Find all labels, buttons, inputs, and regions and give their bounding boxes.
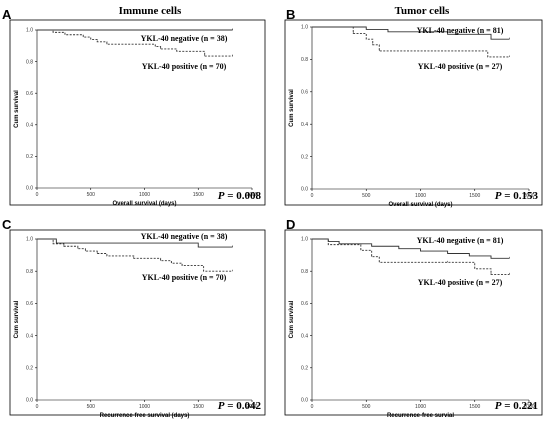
x-tick-label: 1500 <box>193 192 204 198</box>
y-tick-label: 1.0 <box>26 28 33 34</box>
legend-positive: YKL-40 positive (n = 27) <box>418 62 503 71</box>
y-tick-label: 0.6 <box>301 301 308 307</box>
y-tick-label: 0.0 <box>26 186 33 192</box>
y-tick-label: 0.6 <box>26 301 33 307</box>
y-tick-label: 0.4 <box>26 333 33 339</box>
x-tick-label: 1000 <box>415 193 426 199</box>
x-tick-label: 1000 <box>415 404 426 410</box>
legend-negative: YKL-40 negative (n = 38) <box>141 232 228 241</box>
y-tick-label: 0.0 <box>301 187 308 193</box>
x-axis-label: Recurrence-free survial <box>387 413 454 419</box>
legend-negative: YKL-40 negative (n = 38) <box>141 34 228 43</box>
series-negative-line <box>312 238 510 259</box>
series-positive-line <box>37 238 233 272</box>
y-axis-label: Cum survival <box>289 300 295 338</box>
x-tick-label: 0 <box>36 404 39 410</box>
x-tick-label: 0 <box>311 404 314 410</box>
x-axis-label: Overall survival (days) <box>112 201 176 207</box>
y-tick-label: 0.2 <box>26 154 33 160</box>
y-axis-label: Cum survival <box>14 90 20 128</box>
x-tick-label: 0 <box>311 193 314 199</box>
y-tick-label: 0.4 <box>301 122 308 128</box>
y-tick-label: 1.0 <box>301 25 308 31</box>
x-axis-label: Overall survival (days) <box>388 202 452 208</box>
panel-a: A 0 500 1000 1500 2000 0.0 0.2 0.4 0.6 0.8 1.0 Overa… <box>2 7 266 207</box>
p-value: P = 0.221 <box>495 400 538 412</box>
panel-letter: A <box>2 7 12 22</box>
y-tick-label: 0.0 <box>301 398 308 404</box>
y-tick-label: 1.0 <box>301 237 308 243</box>
legend-positive: YKL-40 positive (n = 70) <box>142 62 227 71</box>
panel-letter: C <box>2 217 12 232</box>
x-tick-label: 1000 <box>139 404 150 410</box>
x-tick-label: 500 <box>362 404 371 410</box>
legend-negative: YKL-40 negative (n = 81) <box>417 26 504 35</box>
panel-letter: B <box>286 7 295 22</box>
x-tick-label: 500 <box>87 404 96 410</box>
x-tick-label: 2000 <box>523 404 534 410</box>
title-tumor-cells: Tumor cells <box>395 5 450 17</box>
series-negative-line <box>37 238 233 248</box>
x-tick-label: 2000 <box>523 193 534 199</box>
x-axis-label: Recurrence-free survival (days) <box>100 413 190 419</box>
panel-frame <box>9 19 266 206</box>
panel-letter: D <box>286 217 295 232</box>
y-tick-label: 0.8 <box>26 59 33 65</box>
y-tick-label: 0.2 <box>301 154 308 160</box>
y-axis-label: Cum survival <box>14 300 20 338</box>
legend-positive: YKL-40 positive (n = 27) <box>418 278 503 287</box>
y-tick-label: 0.4 <box>301 333 308 339</box>
y-tick-label: 1.0 <box>26 237 33 243</box>
x-tick-label: 2000 <box>246 404 257 410</box>
panel-b: B 0 500 1000 1500 2000 0.0 0.2 0.4 0.6 0.8 1.0 Overa… <box>284 7 543 208</box>
y-tick-label: 0.8 <box>26 269 33 275</box>
y-tick-label: 0.0 <box>26 398 33 404</box>
series-positive-line <box>312 26 510 58</box>
x-tick-label: 1500 <box>469 404 480 410</box>
x-tick-label: 1000 <box>139 192 150 198</box>
y-tick-label: 0.2 <box>26 366 33 372</box>
y-tick-label: 0.6 <box>301 90 308 96</box>
p-value: P = 0.008 <box>218 190 262 202</box>
legend-negative: YKL-40 negative (n = 81) <box>417 236 504 245</box>
title-immune-cells: Immune cells <box>119 5 182 17</box>
y-tick-label: 0.8 <box>301 269 308 275</box>
y-tick-label: 0.2 <box>301 366 308 372</box>
x-tick-label: 2000 <box>246 192 257 198</box>
x-tick-label: 500 <box>362 193 371 199</box>
legend-positive: YKL-40 positive (n = 70) <box>142 273 227 282</box>
panel-frame <box>284 229 543 416</box>
y-axis-label: Cum survival <box>289 89 295 127</box>
panel-frame <box>284 19 543 206</box>
y-tick-label: 0.8 <box>301 57 308 63</box>
x-tick-label: 1500 <box>469 193 480 199</box>
x-tick-label: 500 <box>87 192 96 198</box>
y-tick-label: 0.4 <box>26 123 33 129</box>
p-value: P = 0.153 <box>495 190 539 202</box>
panel-frame <box>9 229 266 416</box>
panel-d: D 0 500 1000 1500 2000 0.0 0.2 0.4 0.6 0.8 1.0 Recur… <box>284 217 543 419</box>
p-value: P = 0.042 <box>218 400 262 412</box>
x-tick-label: 1500 <box>193 404 204 410</box>
x-tick-label: 0 <box>36 192 39 198</box>
panel-c: C 0 500 1000 1500 2000 0.0 0.2 0.4 0.6 0.8 1.0 Recur… <box>2 217 266 419</box>
y-tick-label: 0.6 <box>26 91 33 97</box>
